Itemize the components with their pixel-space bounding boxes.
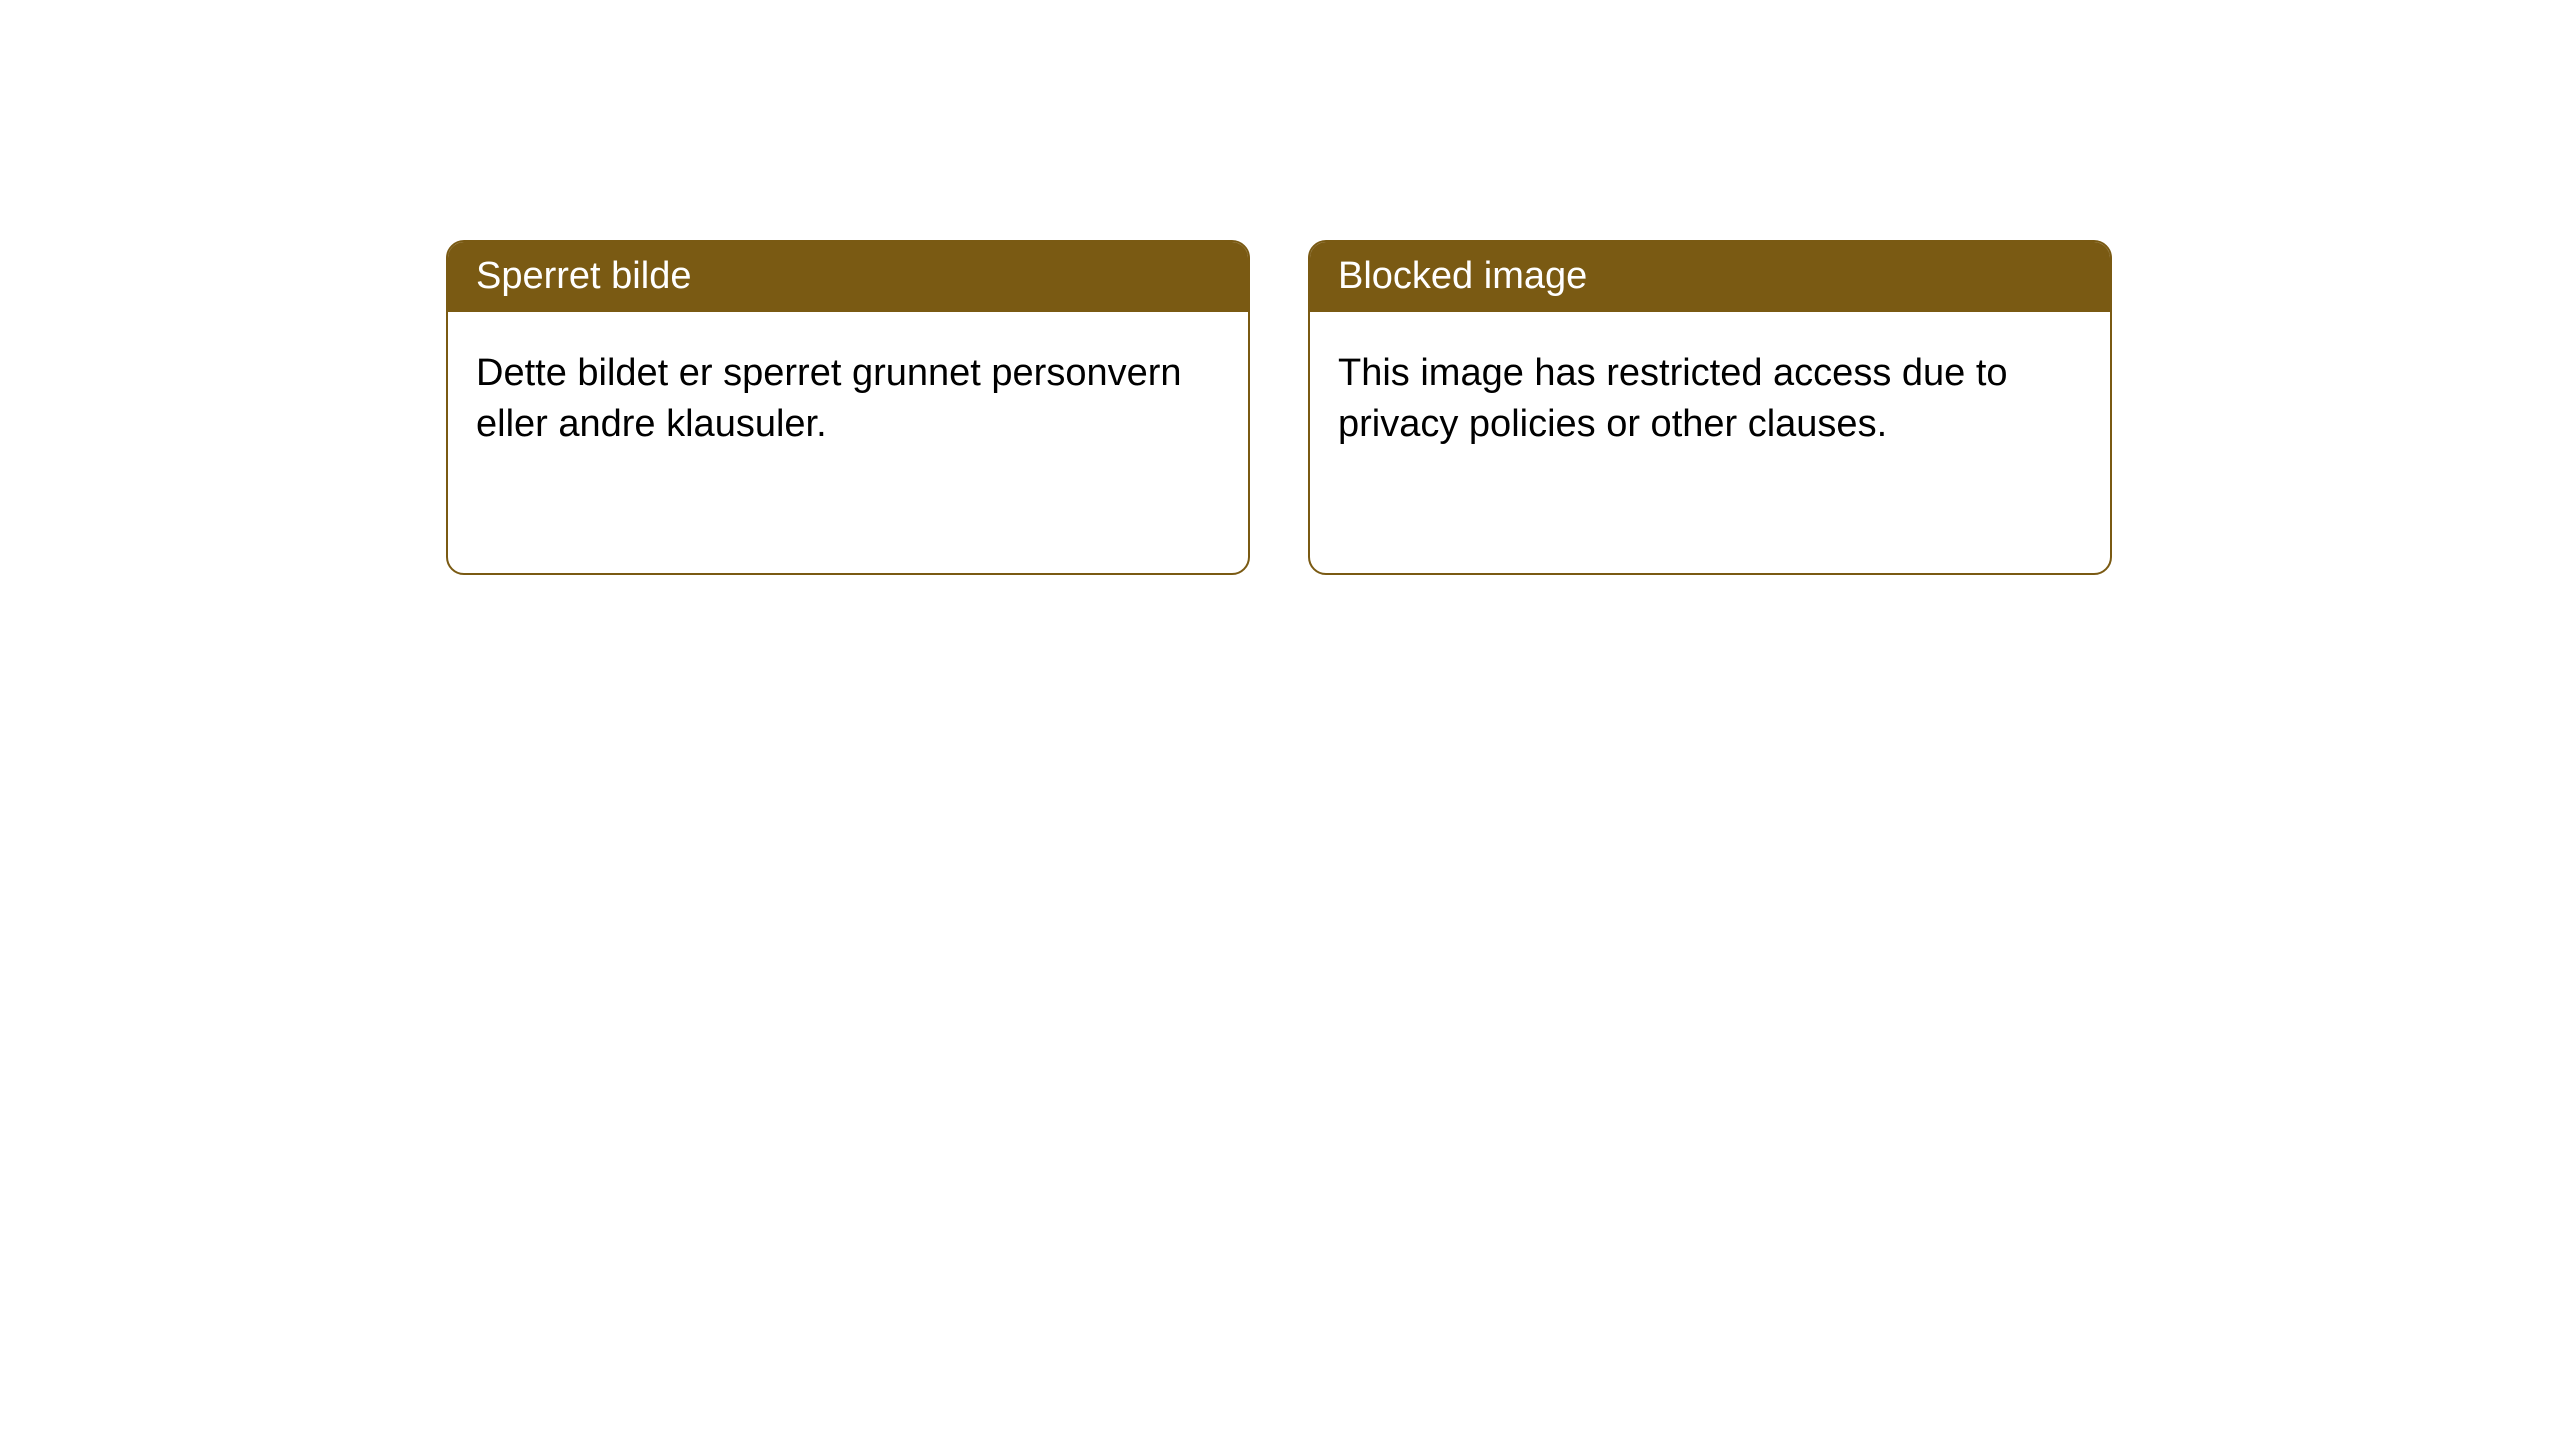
notice-title: Blocked image	[1338, 255, 1587, 297]
notice-card-english: Blocked image This image has restricted …	[1308, 240, 2112, 575]
notice-body-norwegian: Dette bildet er sperret grunnet personve…	[448, 312, 1248, 487]
notice-title: Sperret bilde	[476, 255, 691, 297]
notice-message: Dette bildet er sperret grunnet personve…	[476, 352, 1182, 445]
notice-card-norwegian: Sperret bilde Dette bildet er sperret gr…	[446, 240, 1250, 575]
notice-container: Sperret bilde Dette bildet er sperret gr…	[446, 240, 2112, 575]
notice-message: This image has restricted access due to …	[1338, 352, 2008, 445]
notice-body-english: This image has restricted access due to …	[1310, 312, 2110, 487]
notice-header-norwegian: Sperret bilde	[448, 242, 1248, 312]
notice-header-english: Blocked image	[1310, 242, 2110, 312]
